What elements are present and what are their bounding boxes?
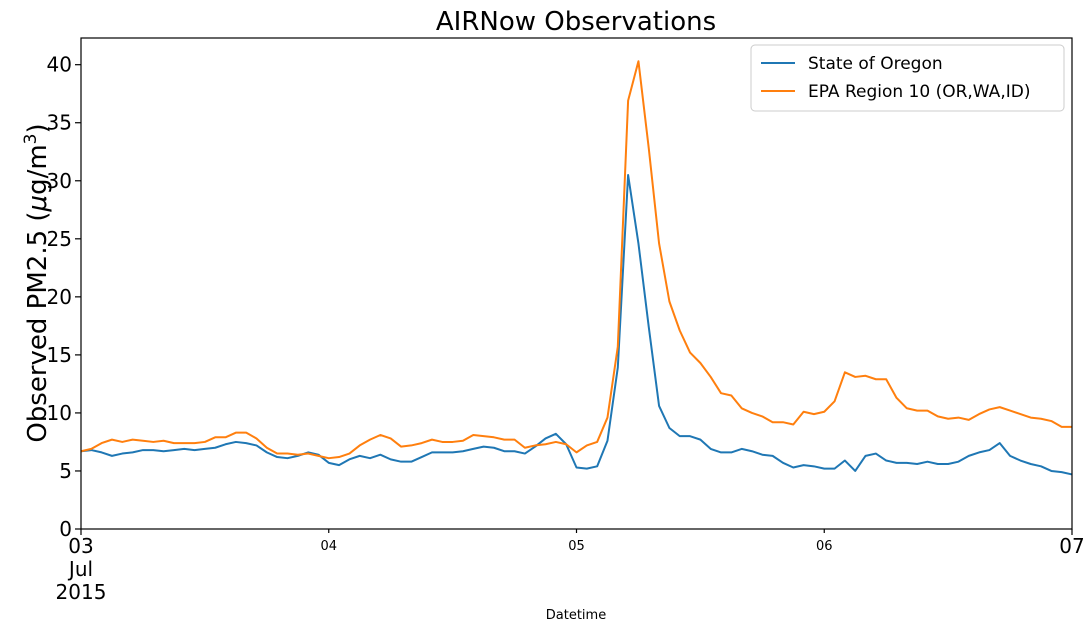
y-tick-label: 40	[47, 53, 72, 77]
y-tick-label: 15	[47, 343, 72, 367]
y-tick-label: 20	[47, 285, 72, 309]
x-tick-label: 07	[1059, 534, 1084, 558]
x-tick-label: 04	[320, 539, 337, 554]
axes-frame	[80, 37, 1073, 530]
series-line-2	[80, 60, 1072, 460]
x-axis-label: Datetime	[546, 608, 606, 622]
legend-label: EPA Region 10 (OR,WA,ID)	[808, 82, 1030, 102]
series-line-1	[80, 173, 1073, 476]
x-tick-label: 03 Jul 2015	[56, 534, 107, 604]
svg-text:Observed PM2.5 (μg/m3): Observed PM2.5 (μg/m3)	[21, 123, 53, 442]
y-axis-label: Observed PM2.5 (μg/m3)	[21, 123, 53, 442]
legend-box	[750, 44, 1065, 112]
x-tick-label: 06	[816, 539, 833, 554]
y-tick-label: 5	[59, 459, 72, 483]
plot-area	[80, 60, 1073, 476]
y-tick-label: 0	[59, 517, 72, 541]
y-tick-label: 35	[47, 111, 72, 135]
y-tick-label: 30	[47, 169, 72, 193]
legend-label: State of Oregon	[808, 54, 943, 74]
chart-title: AIRNow Observations	[436, 7, 716, 37]
y-tick-label: 10	[47, 401, 72, 425]
y-tick-label: 25	[47, 227, 72, 251]
legend: State of Oregon EPA Region 10 (OR,WA,ID)	[750, 44, 1065, 112]
x-tick-label: 05	[568, 539, 585, 554]
